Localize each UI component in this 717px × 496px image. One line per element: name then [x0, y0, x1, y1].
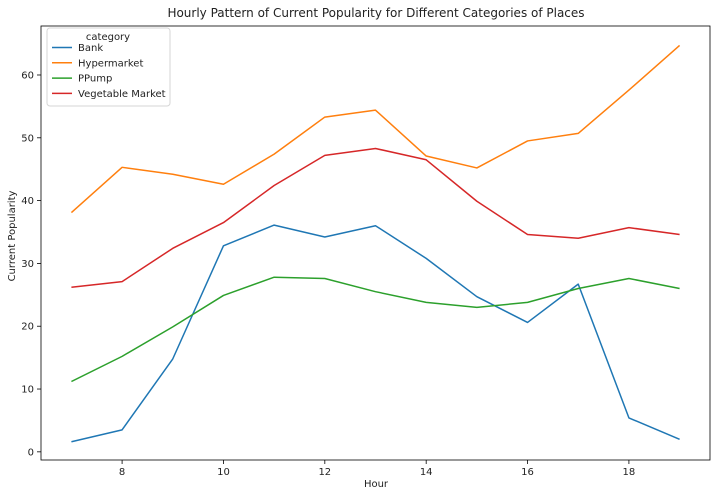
y-tick-label: 10 — [21, 385, 34, 396]
y-tick-label: 40 — [21, 196, 34, 207]
legend-label-bank: Bank — [78, 43, 103, 54]
legend-box — [46, 27, 171, 107]
y-tick-label: 20 — [21, 322, 34, 333]
legend-label-hypermarket: Hypermarket — [78, 58, 143, 69]
plot-area — [40, 25, 711, 461]
y-tick-label: 30 — [21, 259, 34, 270]
y-tick-label: 60 — [21, 70, 34, 81]
series-line-bank — [71, 224, 680, 443]
x-tick-label: 14 — [420, 467, 433, 478]
legend-label-ppump: PPump — [78, 74, 112, 85]
x-tick-label: 10 — [217, 467, 230, 478]
chart-title: Hourly Pattern of Current Popularity for… — [167, 6, 584, 20]
series-line-vegetable-market — [71, 147, 680, 289]
series-lines — [70, 44, 681, 443]
x-tick-label: 16 — [521, 467, 534, 478]
x-tick-label: 12 — [318, 467, 331, 478]
x-axis: 8 10 12 14 16 18 — [119, 460, 635, 478]
series-line-hypermarket — [70, 44, 681, 214]
legend-label-vegetable-market: Vegetable Market — [78, 89, 166, 100]
series-line-ppump — [71, 276, 680, 383]
y-axis: 0 10 20 30 40 50 60 — [21, 70, 41, 458]
x-axis-label: Hour — [364, 479, 389, 490]
y-tick-label: 0 — [28, 447, 34, 458]
legend: category Bank Hypermarket PPump Vegetable M… — [46, 27, 171, 107]
x-tick-label: 8 — [119, 467, 125, 478]
y-axis-label: Current Popularity — [7, 190, 18, 281]
legend-items: Bank Hypermarket PPump Vegetable Market — [52, 43, 166, 100]
y-tick-label: 50 — [21, 133, 34, 144]
legend-title: category — [86, 32, 130, 43]
x-tick-label: 18 — [623, 467, 636, 478]
